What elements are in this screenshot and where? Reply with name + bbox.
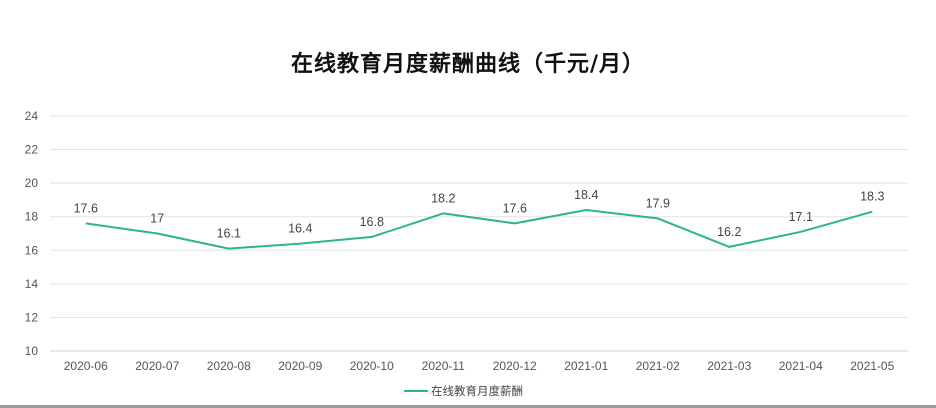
y-axis-ticks: 10 12 14 16 18 20 22 24	[25, 109, 39, 358]
x-tick-label: 2020-07	[135, 359, 179, 373]
x-tick-label: 2020-06	[64, 359, 108, 373]
data-label: 16.2	[717, 225, 741, 239]
data-label: 18.3	[860, 190, 884, 204]
y-tick-label: 10	[25, 344, 39, 358]
data-label: 17	[150, 212, 164, 226]
y-tick-label: 18	[25, 210, 39, 224]
data-label: 18.4	[574, 188, 598, 202]
bottom-border	[0, 405, 936, 408]
data-label: 16.8	[360, 215, 384, 229]
x-tick-label: 2021-05	[850, 359, 894, 373]
y-tick-label: 24	[25, 109, 39, 123]
data-label: 17.6	[74, 201, 98, 215]
legend: 在线教育月度薪酬	[404, 384, 523, 398]
x-tick-label: 2021-04	[779, 359, 823, 373]
data-label: 16.4	[288, 222, 312, 236]
data-label: 17.9	[646, 196, 670, 210]
x-tick-label: 2021-03	[707, 359, 751, 373]
data-label: 17.1	[789, 210, 813, 224]
x-tick-label: 2020-09	[278, 359, 322, 373]
y-tick-label: 20	[25, 176, 39, 190]
x-tick-label: 2020-08	[207, 359, 251, 373]
x-tick-label: 2021-02	[636, 359, 680, 373]
grid-lines	[50, 115, 908, 352]
y-tick-label: 14	[25, 277, 39, 291]
series-group	[85, 209, 873, 250]
legend-label: 在线教育月度薪酬	[431, 384, 523, 398]
y-tick-label: 12	[25, 310, 39, 324]
series-line	[85, 209, 873, 250]
data-label: 18.2	[431, 191, 455, 205]
x-tick-label: 2020-12	[493, 359, 537, 373]
chart-title: 在线教育月度薪酬曲线（千元/月）	[290, 52, 646, 77]
x-tick-label: 2021-01	[564, 359, 608, 373]
data-label: 17.6	[503, 201, 527, 215]
x-axis-ticks: 2020-06 2020-07 2020-08 2020-09 2020-10 2020-…	[64, 359, 895, 373]
data-labels: 17.6 17 16.1 16.4 16.8 18.2 17.6 18.4 17.9 16.2 17…	[74, 188, 885, 241]
y-tick-label: 22	[25, 143, 39, 157]
data-label: 16.1	[217, 227, 241, 241]
x-tick-label: 2020-10	[350, 359, 394, 373]
y-tick-label: 16	[25, 243, 39, 257]
x-tick-label: 2020-11	[422, 359, 465, 373]
